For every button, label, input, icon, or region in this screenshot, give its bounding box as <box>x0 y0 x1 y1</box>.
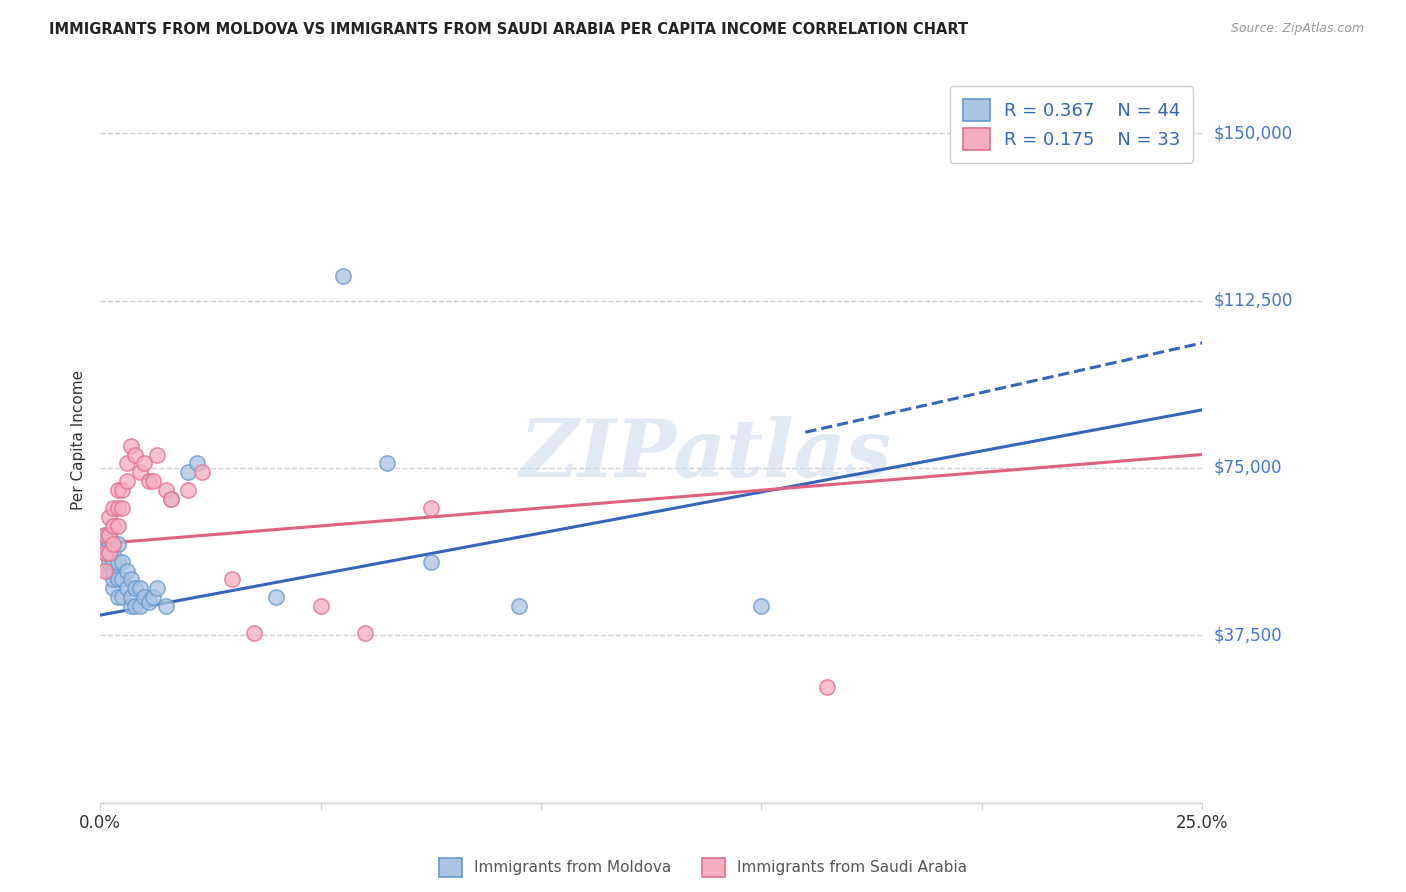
Point <box>508 599 530 614</box>
Point <box>115 457 138 471</box>
Point <box>159 492 181 507</box>
Point <box>266 591 288 605</box>
Point <box>120 591 142 605</box>
Point <box>128 582 150 596</box>
Legend: R = 0.367    N = 44, R = 0.175    N = 33: R = 0.367 N = 44, R = 0.175 N = 33 <box>950 87 1194 163</box>
Point <box>142 591 165 605</box>
Point <box>124 599 146 614</box>
Point <box>128 466 150 480</box>
Point <box>375 457 398 471</box>
Point <box>107 573 129 587</box>
Point <box>243 626 266 640</box>
Point <box>124 448 146 462</box>
Point <box>97 555 120 569</box>
Point <box>107 501 129 516</box>
Point <box>103 564 125 578</box>
Point <box>111 573 134 587</box>
Point <box>309 599 332 614</box>
Text: Source: ZipAtlas.com: Source: ZipAtlas.com <box>1230 22 1364 36</box>
Point <box>103 573 125 587</box>
Point <box>103 555 125 569</box>
Point <box>353 626 375 640</box>
Point <box>107 537 129 551</box>
Point <box>749 599 772 614</box>
Point <box>111 591 134 605</box>
Point <box>120 599 142 614</box>
Point <box>134 591 156 605</box>
Point <box>221 573 243 587</box>
Text: $112,500: $112,500 <box>1213 292 1292 310</box>
Point <box>93 528 115 542</box>
Point <box>115 475 138 489</box>
Point <box>97 510 120 524</box>
Point <box>103 582 125 596</box>
Point <box>107 555 129 569</box>
Text: ZIPatlas: ZIPatlas <box>520 416 893 493</box>
Point <box>186 457 208 471</box>
Point <box>111 555 134 569</box>
Point <box>124 582 146 596</box>
Point <box>93 528 115 542</box>
Text: IMMIGRANTS FROM MOLDOVA VS IMMIGRANTS FROM SAUDI ARABIA PER CAPITA INCOME CORREL: IMMIGRANTS FROM MOLDOVA VS IMMIGRANTS FR… <box>49 22 969 37</box>
Point <box>419 501 441 516</box>
Point <box>815 680 838 694</box>
Point <box>128 599 150 614</box>
Point <box>97 528 120 542</box>
Point <box>103 501 125 516</box>
Point <box>97 546 120 560</box>
Text: $150,000: $150,000 <box>1213 124 1292 142</box>
Point <box>177 466 200 480</box>
Point <box>115 582 138 596</box>
Point <box>138 475 160 489</box>
Text: $75,000: $75,000 <box>1213 458 1282 477</box>
Point <box>332 268 354 283</box>
Point <box>138 595 160 609</box>
Point <box>111 501 134 516</box>
Point <box>155 599 177 614</box>
Point <box>142 475 165 489</box>
Point <box>177 483 200 498</box>
Point <box>419 555 441 569</box>
Point <box>93 537 115 551</box>
Legend: Immigrants from Moldova, Immigrants from Saudi Arabia: Immigrants from Moldova, Immigrants from… <box>432 850 974 884</box>
Point <box>103 519 125 533</box>
Y-axis label: Per Capita Income: Per Capita Income <box>72 370 86 510</box>
Point <box>97 537 120 551</box>
Point <box>120 573 142 587</box>
Point <box>190 466 212 480</box>
Text: $37,500: $37,500 <box>1213 626 1282 644</box>
Point <box>103 537 125 551</box>
Point <box>103 537 125 551</box>
Point <box>93 564 115 578</box>
Point <box>159 492 181 507</box>
Point <box>146 448 169 462</box>
Point <box>97 528 120 542</box>
Point <box>103 546 125 560</box>
Point <box>93 546 115 560</box>
Point <box>97 546 120 560</box>
Point <box>111 483 134 498</box>
Point <box>107 519 129 533</box>
Point <box>93 546 115 560</box>
Point <box>97 564 120 578</box>
Point <box>107 483 129 498</box>
Point <box>107 591 129 605</box>
Point <box>115 564 138 578</box>
Point <box>155 483 177 498</box>
Point <box>134 457 156 471</box>
Point <box>120 439 142 453</box>
Point <box>146 582 169 596</box>
